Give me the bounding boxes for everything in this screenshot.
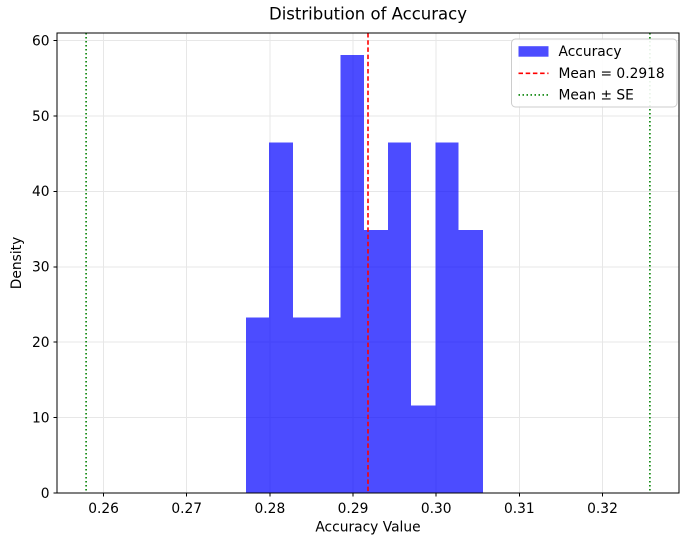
- legend-box: [511, 38, 678, 108]
- x-tick-label: 0.28: [255, 501, 286, 517]
- legend-item-label: Mean ± SE: [559, 87, 634, 103]
- histogram-bar: [340, 54, 364, 493]
- y-tick-label: 0: [41, 486, 50, 502]
- y-tick-label: 30: [32, 260, 50, 276]
- x-tick-label: 0.26: [88, 501, 119, 517]
- x-tick-label: 0.32: [587, 501, 618, 517]
- x-axis-label: Accuracy Value: [315, 520, 420, 536]
- legend-item-label: Mean = 0.2918: [559, 66, 665, 82]
- x-tick-label: 0.30: [421, 501, 452, 517]
- axes-spines: [56, 32, 680, 494]
- histogram-bar: [387, 142, 412, 493]
- chart-title: Distribution of Accuracy: [269, 5, 467, 24]
- histogram-bar: [411, 405, 436, 493]
- histogram-bar: [269, 142, 294, 493]
- y-tick-label: 20: [32, 335, 50, 351]
- y-tick-label: 50: [32, 109, 50, 125]
- histogram-bar: [316, 317, 341, 493]
- histogram-bar: [458, 230, 483, 493]
- histogram-bar: [293, 317, 317, 493]
- histogram-bar: [245, 317, 270, 493]
- x-tick-label: 0.29: [338, 501, 369, 517]
- y-axis-label: Density: [9, 237, 25, 289]
- x-tick-label: 0.31: [504, 501, 535, 517]
- x-tick-label: 0.27: [171, 501, 202, 517]
- legend-patch-accuracy: [518, 46, 549, 57]
- histogram-bar: [435, 142, 459, 493]
- y-tick-label: 60: [32, 33, 50, 49]
- legend-item-label: Accuracy: [559, 44, 622, 60]
- y-tick-label: 40: [32, 184, 50, 200]
- y-tick-label: 10: [32, 410, 50, 426]
